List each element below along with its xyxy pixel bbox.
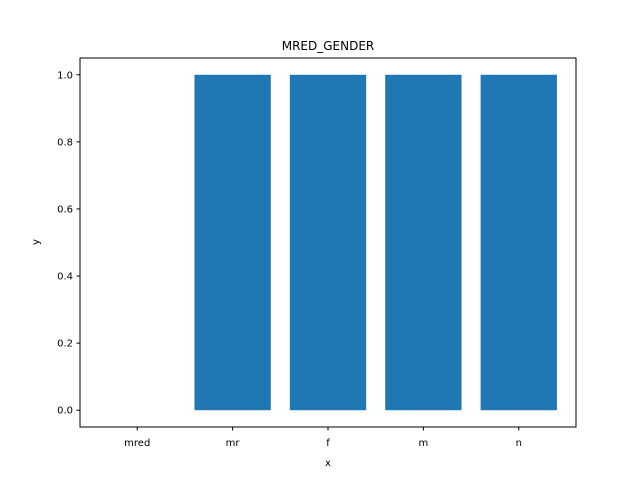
y-tick-label: 0.2 xyxy=(57,339,73,350)
chart-title: MRED_GENDER xyxy=(282,39,375,53)
y-axis-label: y xyxy=(31,239,42,245)
bar-n xyxy=(480,74,557,411)
y-tick-label: 0.4 xyxy=(57,272,73,283)
bars-group xyxy=(194,74,557,411)
bar-m xyxy=(385,74,462,411)
x-axis-ticks: mred mr f m n xyxy=(124,427,522,449)
y-tick-label: 0.6 xyxy=(57,204,73,215)
x-tick-label: f xyxy=(326,438,330,449)
x-tick-label: mr xyxy=(226,438,241,449)
bar-f xyxy=(289,74,367,411)
y-axis-ticks: 0.0 0.2 0.4 0.6 0.8 1.0 xyxy=(57,70,80,417)
x-axis-label: x xyxy=(325,458,331,469)
y-tick-label: 0.8 xyxy=(57,137,73,148)
x-tick-label: mred xyxy=(124,438,150,449)
y-tick-label: 0.0 xyxy=(57,406,73,417)
y-tick-label: 1.0 xyxy=(57,70,73,81)
bar-mr xyxy=(194,74,271,411)
x-tick-label: n xyxy=(516,438,522,449)
x-tick-label: m xyxy=(419,438,429,449)
